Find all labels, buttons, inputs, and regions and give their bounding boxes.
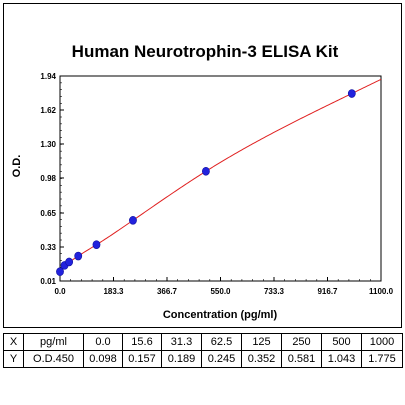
- axis-ticks: 0.0 183.3 366.7 550.0 733.3 916.7 1100.0 0.01 0.…: [40, 72, 393, 296]
- data-point: [129, 216, 137, 225]
- fit-curve-layer: [59, 78, 382, 272]
- table-cell: X: [3, 333, 24, 351]
- y-tick-label: 0.01: [40, 277, 56, 286]
- table-cell: 0.189: [161, 350, 202, 368]
- table-cell: 0.157: [122, 350, 162, 368]
- y-axis-label: O.D.: [11, 155, 23, 178]
- table-cell: pg/ml: [23, 333, 84, 351]
- table-row: Y O.D.450 0.098 0.157 0.189 0.245 0.352 0.581 1.…: [3, 350, 403, 368]
- table-cell: 500: [321, 333, 362, 351]
- table-cell: 0.581: [281, 350, 322, 368]
- table-cell: 0.245: [201, 350, 242, 368]
- table-cell: 0.098: [83, 350, 123, 368]
- x-tick-label: 183.3: [103, 287, 124, 296]
- data-point: [202, 166, 210, 176]
- table-cell: 62.5: [201, 333, 242, 351]
- data-point: [65, 257, 74, 267]
- table-cell: 1000: [361, 333, 403, 351]
- x-tick-label: 0.0: [54, 287, 66, 296]
- y-tick-label: 1.30: [40, 140, 56, 149]
- table-cell: Y: [3, 350, 24, 368]
- fit-curve: [59, 78, 382, 272]
- data-point: [92, 240, 101, 249]
- data-point: [56, 267, 64, 276]
- table-cell: 250: [281, 333, 322, 351]
- y-tick-label: 1.62: [40, 106, 56, 115]
- chart: Human Neurotrophin-3 ELISA Kit O.D. Conc…: [11, 42, 394, 321]
- chart-title: Human Neurotrophin-3 ELISA Kit: [72, 42, 339, 61]
- y-tick-label: 0.33: [40, 243, 56, 252]
- table-cell: 125: [241, 333, 282, 351]
- data-point: [347, 89, 356, 98]
- data-points-layer: [56, 89, 356, 276]
- table-cell: 1.043: [321, 350, 362, 368]
- data-point: [74, 251, 83, 261]
- x-tick-label: 366.7: [157, 287, 178, 296]
- table-cell: 1.775: [361, 350, 403, 368]
- plot-area: [59, 75, 382, 282]
- table-cell: 0.352: [241, 350, 282, 368]
- y-tick-label: 1.94: [40, 72, 56, 81]
- y-tick-label: 0.98: [40, 174, 56, 183]
- x-tick-label: 550.0: [210, 287, 231, 296]
- table-cell: O.D.450: [23, 350, 84, 368]
- x-tick-label: 1100.0: [369, 287, 394, 296]
- table-cell: 31.3: [161, 333, 202, 351]
- chart-frame: [3, 3, 402, 328]
- table-cell: 15.6: [122, 333, 162, 351]
- table-cell: 0.0: [83, 333, 123, 351]
- y-tick-label: 0.65: [40, 209, 56, 218]
- x-tick-label: 733.3: [264, 287, 285, 296]
- x-tick-label: 916.7: [317, 287, 338, 296]
- x-axis-label: Concentration (pg/ml): [163, 309, 278, 321]
